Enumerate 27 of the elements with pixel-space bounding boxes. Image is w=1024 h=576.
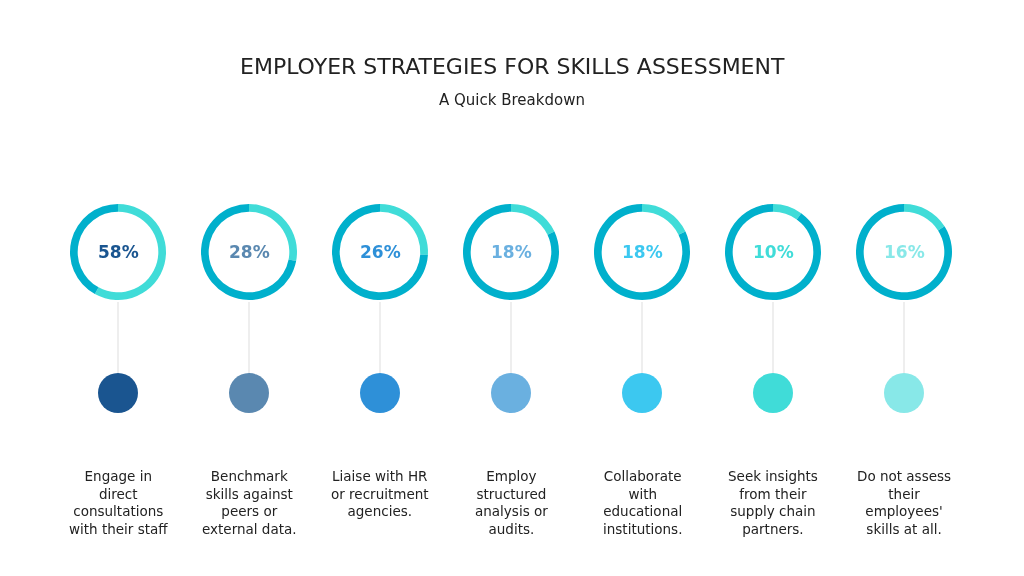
donut-slice <box>94 204 166 300</box>
text: 10% <box>753 242 794 262</box>
donut-slice <box>511 204 555 235</box>
text: Collaborate with educational institutions. <box>603 468 683 537</box>
donut-slice <box>463 204 559 300</box>
text: Engage in direct consultations with their staff <box>69 468 169 537</box>
donut-slice <box>904 204 945 231</box>
text: Benchmark skills against peers or external data. <box>202 468 297 537</box>
text: Liaise with HR or recruitment agencies. <box>331 468 429 520</box>
donut-slice <box>201 204 297 300</box>
donut-slice <box>594 204 690 300</box>
text: 16% <box>884 242 925 262</box>
text: A Quick Breakdown <box>439 91 585 109</box>
text: Seek insights from their supply chain partners. <box>728 468 818 537</box>
donut-slice <box>642 204 686 235</box>
text: 58% <box>98 242 139 262</box>
donut-slice <box>725 204 821 300</box>
text: 26% <box>360 242 401 262</box>
text: 18% <box>491 242 532 262</box>
text: 18% <box>622 242 663 262</box>
donut-slice <box>332 204 428 300</box>
text: 28% <box>229 242 270 262</box>
text: EMPLOYER STRATEGIES FOR SKILLS ASSESSMENT <box>240 54 785 79</box>
donut-slice <box>856 204 952 300</box>
text: Do not assess their employees' skills at all. <box>857 468 952 537</box>
donut-slice <box>773 204 802 220</box>
text: Employ structured analysis or audits. <box>475 468 549 537</box>
